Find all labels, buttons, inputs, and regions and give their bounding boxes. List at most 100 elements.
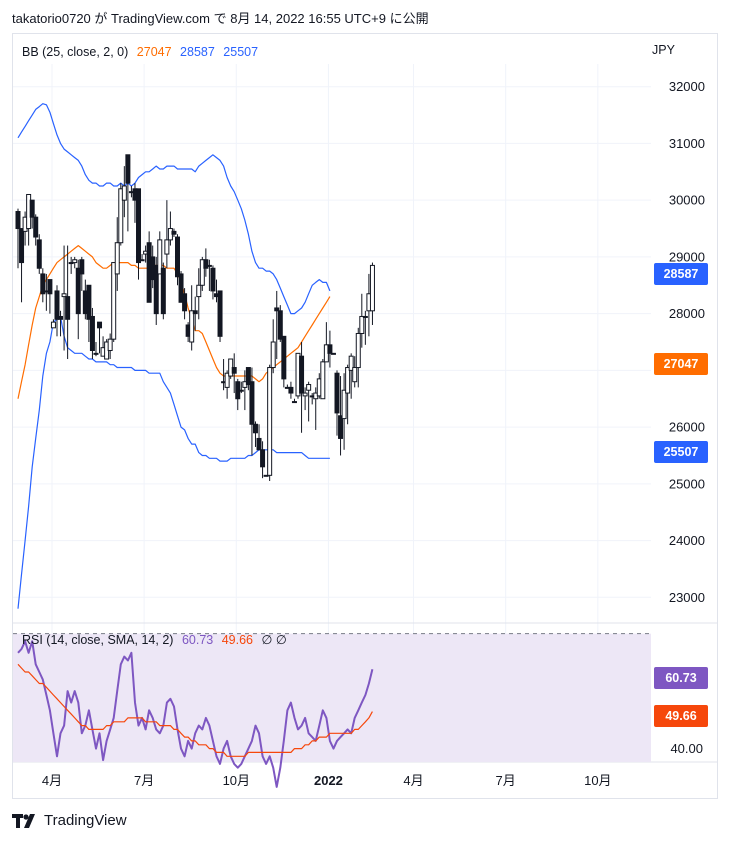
candle-down — [252, 423, 258, 434]
rsi-legend-name: RSI (14, close, SMA, 14, 2) — [22, 633, 174, 647]
candle-up — [330, 352, 336, 355]
candle-down — [210, 267, 216, 292]
candle-up — [270, 341, 276, 369]
basis-price-tag: 27047 — [654, 353, 708, 375]
candle-up — [164, 239, 170, 255]
candle-down — [192, 310, 198, 315]
candle-down — [65, 296, 71, 320]
candle-up — [61, 293, 67, 298]
candle-down — [338, 415, 344, 439]
price-tick-label: 23000 — [669, 590, 705, 605]
candle-down — [54, 290, 60, 320]
candle-down — [231, 367, 237, 374]
candle-down — [249, 381, 255, 425]
candle-down — [281, 335, 287, 380]
price-tick-label: 28000 — [669, 306, 705, 321]
bb-basis-line — [17, 245, 331, 399]
candle-up — [359, 315, 365, 334]
candle-up — [267, 367, 273, 476]
candle-down — [58, 315, 64, 320]
candle-down — [136, 188, 142, 264]
candle-down — [299, 355, 305, 394]
candle-down — [277, 310, 283, 340]
candle-down — [29, 199, 35, 218]
candle-up — [348, 355, 354, 371]
candle-up — [139, 259, 145, 262]
price-tick-label: 31000 — [669, 136, 705, 151]
time-tick-label: 4月 — [42, 773, 62, 788]
candle-down — [182, 293, 188, 312]
candle-down — [36, 239, 42, 269]
candle-up — [68, 262, 74, 265]
chart-frame — [12, 33, 718, 799]
candle-up — [320, 361, 326, 400]
bb-legend-lower: 25507 — [223, 45, 259, 59]
candle-up — [362, 315, 368, 318]
candle-up — [302, 392, 308, 397]
candle-down — [178, 273, 184, 303]
candle-up — [206, 264, 212, 267]
candle-up — [72, 259, 78, 264]
candle-down — [203, 259, 209, 269]
candle-up — [355, 332, 361, 369]
candle-down — [288, 386, 294, 394]
price-tick-label: 32000 — [669, 79, 705, 94]
candle-down — [153, 264, 159, 315]
candle-up — [352, 367, 358, 383]
candle-down — [217, 290, 223, 337]
candle-up — [341, 389, 347, 420]
candle-up — [345, 367, 351, 394]
candle-up — [199, 259, 205, 286]
candle-up — [369, 264, 375, 312]
candle-up — [238, 389, 244, 392]
rsi-legend-value: 60.73 — [181, 633, 214, 647]
bb-lower-line — [17, 315, 330, 609]
candle-up — [114, 242, 120, 275]
bb-legend-basis: 27047 — [136, 45, 172, 59]
rsi-legend[interactable]: RSI (14, close, SMA, 14, 2) 60.73 49.66 … — [22, 632, 292, 647]
candle-up — [196, 284, 202, 298]
candle-down — [89, 315, 95, 352]
candle-down — [160, 267, 166, 315]
candle-down — [260, 449, 266, 468]
candle-up — [157, 239, 163, 275]
candle-down — [97, 321, 103, 329]
candle-down — [33, 216, 39, 238]
price-tick-label: 29000 — [669, 249, 705, 264]
price-tick-label: 24000 — [669, 533, 705, 548]
candle-up — [107, 338, 113, 352]
time-tick-label: 7月 — [496, 773, 516, 788]
candle-up — [291, 401, 297, 404]
price-tick-label: 25000 — [669, 476, 705, 491]
bb-legend-name: BB (25, close, 2, 0) — [22, 45, 129, 59]
rsi-value-tag: 60.73 — [654, 667, 708, 689]
footer-brand[interactable]: TradingView — [12, 812, 127, 829]
upper-band-price-tag: 28587 — [654, 263, 708, 285]
candle-up — [118, 188, 124, 244]
rsi-tick-label: 40.00 — [670, 741, 703, 756]
candle-up — [50, 321, 56, 329]
candle-up — [121, 185, 127, 201]
price-tick-label: 26000 — [669, 420, 705, 435]
time-tick-label: 10月 — [584, 773, 611, 788]
rsi-ma-line — [17, 663, 373, 757]
candle-down — [15, 211, 21, 230]
candle-up — [306, 384, 312, 391]
candle-up — [111, 262, 117, 340]
bb-upper-line — [17, 103, 331, 315]
rsi-legend-ma: 49.66 — [221, 633, 253, 647]
candle-down — [86, 284, 92, 320]
candle-up — [93, 352, 99, 355]
candle-down — [256, 437, 262, 451]
bb-legend[interactable]: BB (25, close, 2, 0) 27047 28587 25507 — [22, 45, 263, 59]
lower-band-price-tag: 25507 — [654, 441, 708, 463]
candle-down — [125, 154, 131, 184]
rsi-band-fill — [13, 633, 651, 762]
price-tick-label: 30000 — [669, 193, 705, 208]
candle-down — [79, 259, 85, 275]
rsi-ma-value-tag: 49.66 — [654, 705, 708, 727]
bb-legend-upper: 28587 — [180, 45, 215, 59]
candle-down — [171, 230, 177, 235]
candle-down — [19, 228, 25, 264]
